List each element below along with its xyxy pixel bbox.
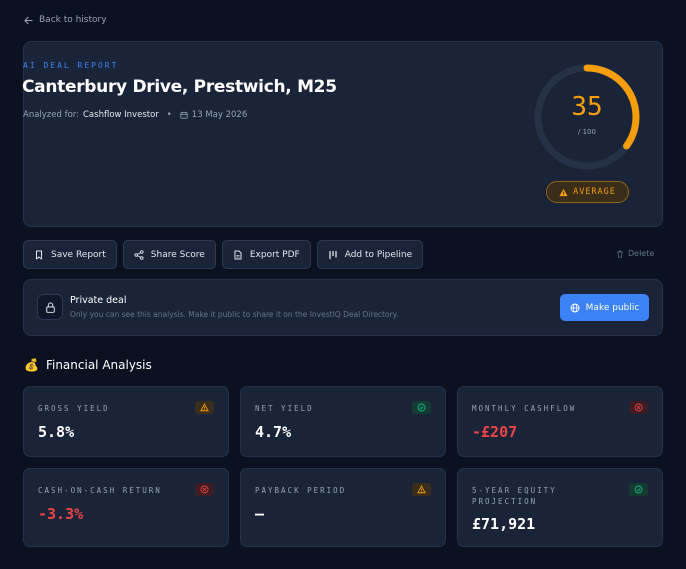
export-pdf-button[interactable]: Export PDF [221,240,311,269]
make-public-button[interactable]: Make public [560,294,649,321]
metric-card: 5-YEAR EQUITY PROJECTION £71,921 [457,468,663,547]
share-score-label: Share Score [150,249,205,260]
metric-value: 4.7% [255,423,292,441]
check-circle-icon [417,403,426,412]
status-badge [195,401,214,414]
metric-label: CASH-ON-CASH RETURN [38,486,162,495]
metric-card: GROSS YIELD 5.8% [23,386,229,457]
warning-icon [200,403,209,412]
financial-analysis-heading: 💰 Financial Analysis [24,358,152,372]
warning-icon [417,485,426,494]
share-score-button[interactable]: Share Score [122,240,216,269]
add-to-pipeline-label: Add to Pipeline [344,249,413,260]
metric-label: MONTHLY CASHFLOW [472,404,577,413]
document-icon [234,250,242,259]
add-to-pipeline-button[interactable]: Add to Pipeline [316,240,424,269]
trash-icon [617,250,623,258]
export-pdf-label: Export PDF [249,249,300,260]
delete-button[interactable]: Delete [616,249,654,258]
metric-label: 5-YEAR EQUITY PROJECTION [472,486,557,506]
score-value: 35 [571,92,603,122]
metric-value: 5.8% [38,423,75,441]
metric-card: CASH-ON-CASH RETURN -3.3% [23,468,229,547]
status-badge [195,483,214,496]
save-report-button[interactable]: Save Report [23,240,117,269]
globe-icon [570,303,580,312]
report-meta: Analyzed for: Cashflow Investor • 13 May… [23,110,247,120]
metric-label: GROSS YIELD [38,404,110,413]
delete-label: Delete [628,249,655,258]
metric-value: — [255,505,265,523]
metric-label: NET YIELD [255,404,314,413]
metric-card: PAYBACK PERIOD — [240,468,446,547]
status-badge [629,401,648,414]
action-toolbar: Save Report Share Score Export PDF Add t… [23,240,424,269]
financial-analysis-title: Financial Analysis [45,358,152,372]
money-bag-icon: 💰 [24,358,39,372]
meta-separator: • [166,110,172,120]
property-title: Canterbury Drive, Prestwich, M25 [22,77,337,97]
arrow-left-icon [24,16,33,24]
lock-icon [45,301,55,313]
status-badge [629,483,648,496]
metric-card: MONTHLY CASHFLOW -£207 [457,386,663,457]
privacy-subtitle: Only you can see this analysis. Make it … [70,310,399,319]
status-badge [412,483,431,496]
metric-value: -3.3% [38,505,84,523]
share-icon [134,249,144,260]
back-label: Back to history [39,15,107,25]
x-circle-icon [634,403,643,412]
investor-type: Cashflow Investor [83,110,159,120]
metric-value: £71,921 [472,515,536,533]
pipeline-icon [329,250,337,259]
check-circle-icon [634,485,643,494]
make-public-label: Make public [585,302,640,313]
gauge-arc [534,64,640,170]
status-badge [412,401,431,414]
report-eyebrow: AI DEAL REPORT [23,61,119,70]
metric-label: PAYBACK PERIOD [255,486,347,495]
bookmark-icon [36,250,42,259]
warning-icon [559,188,568,196]
calendar-icon [180,111,188,119]
metric-card: NET YIELD 4.7% [240,386,446,457]
privacy-card [23,279,663,336]
back-to-history-link[interactable]: Back to history [24,15,107,25]
metric-value: -£207 [472,423,518,441]
save-report-label: Save Report [51,249,106,260]
report-date: 13 May 2026 [191,110,248,120]
analyzed-prefix: Analyzed for: [23,110,79,120]
score-max: / 100 [578,128,596,136]
rating-badge: AVERAGE [546,181,629,203]
x-circle-icon [200,485,209,494]
rating-label: AVERAGE [573,187,616,197]
score-gauge [534,64,640,170]
privacy-title: Private deal [70,295,127,306]
lock-badge [37,294,63,320]
